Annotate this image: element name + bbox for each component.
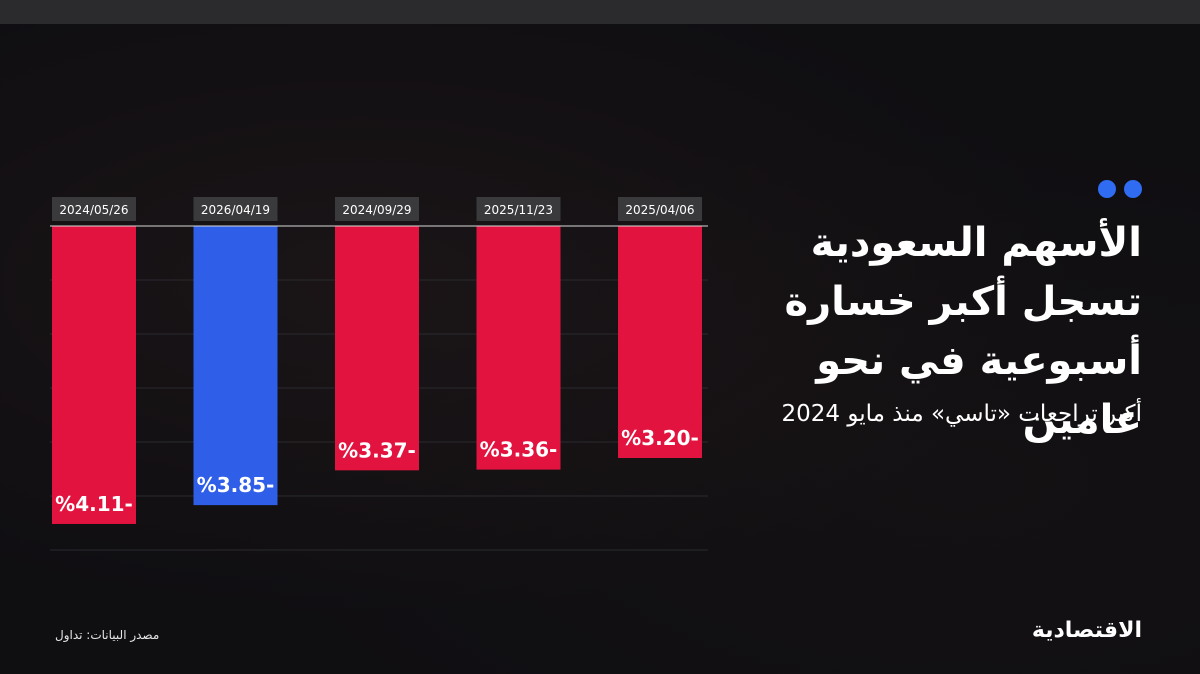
accent-dot-right — [1124, 180, 1142, 198]
data-label: %4.11- — [55, 492, 133, 516]
data-source: مصدر البيانات: تداول — [55, 628, 160, 642]
date-label-box — [335, 197, 419, 221]
brand-logo: الاقتصادية — [1031, 618, 1142, 643]
bar — [618, 226, 702, 458]
date-label-box — [193, 197, 278, 221]
data-label: %3.36- — [480, 438, 558, 462]
accent-dot-left — [1098, 180, 1116, 198]
x-tick-label: 2024/09/29 — [342, 203, 411, 217]
x-tick-label: 2024/05/26 — [59, 203, 128, 217]
top-bar — [0, 0, 1200, 24]
x-tick-label: 2026/04/19 — [201, 203, 270, 217]
chart-title: الأسهم السعودية تسجل أكبر خسارة أسبوعية … — [784, 220, 1142, 443]
date-label-box — [52, 197, 136, 221]
data-label: %3.37- — [338, 438, 416, 462]
bar — [476, 226, 561, 470]
bar — [52, 226, 136, 524]
date-label-box — [618, 197, 702, 221]
data-label: %3.20- — [621, 426, 699, 450]
chart-subtitle: أكبر تراجعات «تاسي» منذ مايو 2024 — [781, 401, 1142, 427]
x-tick-label: 2025/11/23 — [484, 203, 553, 217]
data-label: %3.85- — [197, 473, 275, 497]
date-label-box — [476, 197, 561, 221]
bar — [335, 226, 419, 471]
bar — [193, 226, 278, 506]
x-tick-label: 2025/04/06 — [625, 203, 694, 217]
